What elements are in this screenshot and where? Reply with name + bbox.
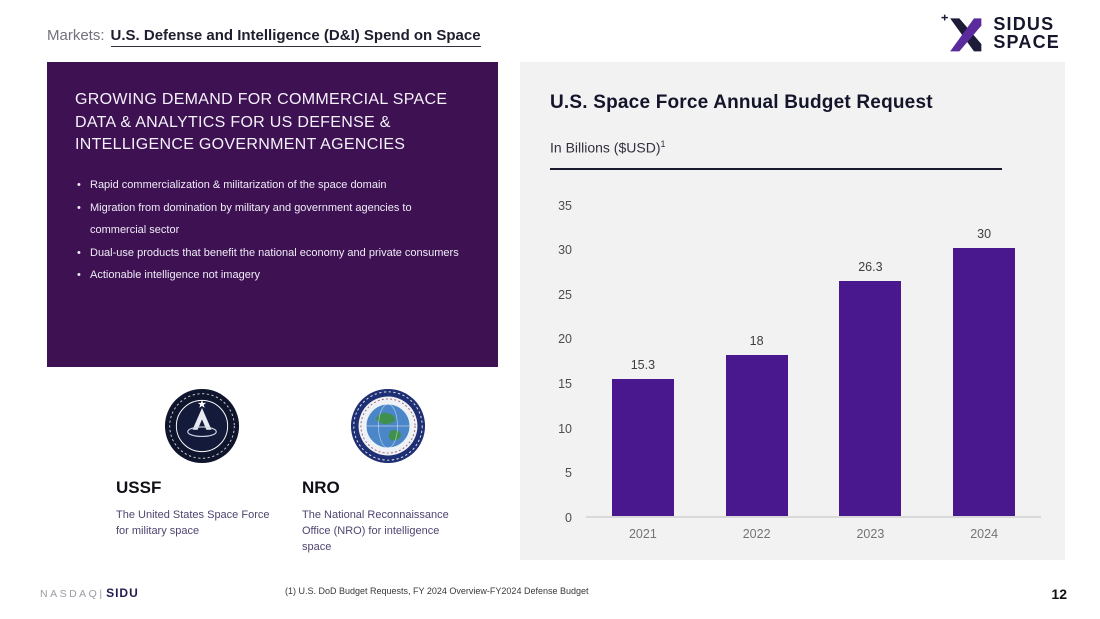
- exchange-separator: |: [99, 588, 103, 600]
- y-tick-label: 5: [565, 466, 572, 481]
- bar: [953, 248, 1016, 516]
- page-number: 12: [1051, 586, 1067, 602]
- bullet-item: • Dual-use products that benefit the nati…: [75, 242, 470, 265]
- sidus-space-logo: SIDUS SPACE: [941, 14, 1060, 52]
- agency-ussf: USSF The United States Space Force for m…: [116, 388, 288, 556]
- bar-group: 15.3: [586, 206, 700, 516]
- footer-brand: NASDAQ| SIDU: [40, 586, 139, 600]
- x-axis-label: 2024: [970, 526, 999, 541]
- bar: [725, 355, 788, 516]
- chart-subtitle: In Billions ($USD)1: [550, 139, 1002, 170]
- y-tick-label: 20: [558, 332, 572, 347]
- y-tick-label: 0: [565, 510, 572, 525]
- bar-group: 26.3: [814, 206, 928, 516]
- chart-subtitle-footnote-marker: 1: [660, 139, 666, 149]
- chart-panel: U.S. Space Force Annual Budget Request I…: [520, 62, 1065, 560]
- bar-chart: 0 5 10 15 20 25 30 35 15.3 18 26.3 30 2021 2022 2023…: [546, 199, 1041, 541]
- slide-title: Markets: U.S. Defense and Intelligence (D…: [47, 27, 481, 47]
- bullet-text: Dual-use products that benefit the natio…: [90, 246, 459, 259]
- y-tick-label: 35: [558, 198, 572, 213]
- bar-group: 30: [927, 206, 1041, 516]
- bullet-text: Rapid commercialization & militarization…: [90, 179, 387, 192]
- y-tick-label: 10: [558, 421, 572, 436]
- x-axis-label: 2022: [742, 526, 771, 541]
- x-axis: 2021 2022 2023 2024: [586, 527, 1041, 541]
- bar-value-label: 15.3: [630, 358, 656, 373]
- y-tick-label: 15: [558, 376, 572, 391]
- bullet-text: Migration from domination by military an…: [90, 201, 412, 237]
- nro-seal-icon: [350, 388, 426, 464]
- x-axis-label: 2021: [628, 526, 657, 541]
- bullet-dot-icon: •: [77, 269, 81, 282]
- bar-value-label: 30: [977, 227, 992, 242]
- y-axis: 0 5 10 15 20 25 30 35: [546, 199, 572, 525]
- bullet-item: • Migration from domination by military a…: [75, 197, 470, 242]
- footnote: (1) U.S. DoD Budget Requests, FY 2024 Ov…: [285, 586, 589, 596]
- growing-demand-panel: GROWING DEMAND FOR COMMERCIAL SPACE DATA…: [47, 62, 498, 367]
- slide-title-main: U.S. Defense and Intelligence (D&I) Spen…: [110, 27, 481, 47]
- slide-title-prefix: Markets:: [47, 27, 105, 44]
- bullet-item: • Actionable intelligence not imagery: [75, 264, 470, 287]
- ticker-label: SIDU: [106, 586, 139, 600]
- x-axis-label: 2023: [856, 526, 885, 541]
- panel-bullets: • Rapid commercialization & militarizatio…: [75, 174, 470, 287]
- agency-abbr-nro: NRO: [302, 478, 340, 497]
- logo-wordmark: SIDUS SPACE: [993, 13, 1060, 52]
- panel-heading: GROWING DEMAND FOR COMMERCIAL SPACE DATA…: [75, 91, 448, 154]
- bullet-item: • Rapid commercialization & militarizatio…: [75, 174, 470, 197]
- exchange-label: NASDAQ: [40, 588, 100, 600]
- bar-group: 18: [700, 206, 814, 516]
- bar-value-label: 26.3: [858, 260, 883, 275]
- sidus-logo-mark-icon: [941, 14, 982, 52]
- logo-line1: SIDUS: [993, 13, 1055, 34]
- bullet-dot-icon: •: [77, 246, 81, 259]
- agency-desc-ussf: The United States Space Force for milita…: [116, 509, 270, 537]
- bullet-text: Actionable intelligence not imagery: [90, 269, 260, 282]
- agency-desc-nro: The National Reconnaissance Office (NRO)…: [302, 509, 449, 553]
- bullet-dot-icon: •: [77, 179, 81, 192]
- agency-abbr-ussf: USSF: [116, 478, 162, 497]
- logo-line2: SPACE: [993, 32, 1060, 52]
- chart-title: U.S. Space Force Annual Budget Request: [550, 92, 933, 113]
- agencies-section: USSF The United States Space Force for m…: [116, 388, 474, 556]
- chart-subtitle-text: In Billions ($USD): [550, 139, 661, 156]
- bar: [839, 281, 902, 516]
- plot-area: 15.3 18 26.3 30: [586, 206, 1041, 518]
- bar-value-label: 18: [749, 334, 764, 349]
- bullet-dot-icon: •: [77, 201, 81, 214]
- ussf-seal-icon: [164, 388, 240, 464]
- y-tick-label: 30: [558, 243, 572, 258]
- y-tick-label: 25: [558, 287, 572, 302]
- chart-body: 15.3 18 26.3 30 2021 2022 2023 2024: [586, 206, 1041, 541]
- agency-nro: NRO The National Reconnaissance Office (…: [302, 388, 474, 556]
- bar: [611, 379, 674, 516]
